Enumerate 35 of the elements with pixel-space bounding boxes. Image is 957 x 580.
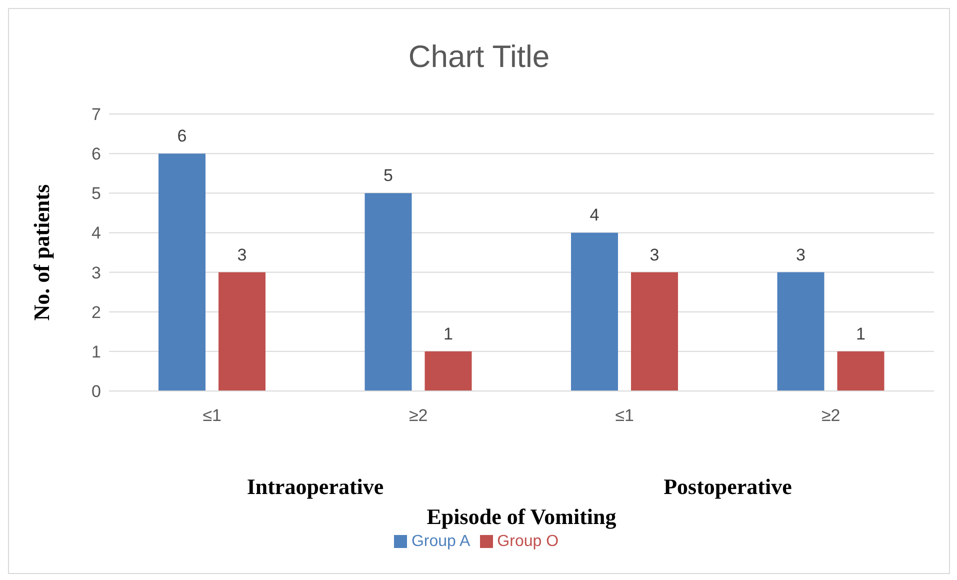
y-tick-label: 3 — [92, 263, 101, 282]
x-tick-label: ≥2 — [408, 406, 428, 426]
x-tick-label: ≤1 — [615, 406, 634, 426]
y-tick-label: 5 — [92, 184, 101, 204]
y-tick-label: 6 — [92, 144, 101, 164]
y-tick-label: 1 — [92, 342, 101, 362]
y-tick-label: 4 — [92, 224, 101, 243]
text: Intraoperative — [246, 474, 385, 500]
text: Postoperative — [662, 474, 793, 500]
legend-label: Group O — [497, 533, 559, 550]
bar — [777, 272, 824, 391]
y-tick-label: 2 — [92, 302, 101, 322]
x-axis-title: Episode of Vomiting — [426, 504, 618, 530]
legend-label: Group A — [411, 533, 470, 550]
data-label: 1 — [444, 324, 453, 344]
data-label: 4 — [590, 206, 600, 225]
y-tick-label: 7 — [92, 105, 101, 124]
bar — [631, 272, 678, 391]
bar — [158, 154, 206, 391]
bar — [424, 351, 472, 391]
x-tick-label: ≤1 — [202, 406, 222, 426]
bar — [218, 272, 266, 391]
x-tick-label: ≥2 — [821, 406, 840, 426]
data-label: 6 — [177, 126, 187, 146]
data-label: 3 — [237, 245, 247, 264]
data-label: 5 — [384, 166, 393, 186]
chart-title: Chart Title — [407, 39, 551, 75]
y-axis-title: No. of patients — [28, 184, 54, 321]
data-label: 1 — [856, 324, 866, 344]
y-tick-label: 0 — [92, 382, 101, 402]
bar — [571, 232, 618, 391]
bar — [837, 351, 884, 391]
bar — [364, 193, 412, 391]
data-label: 3 — [796, 245, 806, 264]
data-label: 3 — [650, 245, 660, 264]
